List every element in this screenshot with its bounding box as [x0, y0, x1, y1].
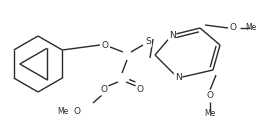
Text: Me: Me [245, 23, 256, 33]
Text: O: O [102, 41, 109, 50]
Text: O: O [206, 91, 213, 99]
Text: N: N [169, 30, 175, 39]
Text: S: S [145, 38, 151, 46]
Text: O: O [136, 86, 143, 95]
Text: O: O [229, 23, 236, 33]
Text: O: O [73, 107, 80, 116]
Text: Me: Me [204, 109, 216, 118]
Text: O: O [100, 86, 107, 95]
Text: N: N [175, 74, 181, 83]
Text: Me: Me [57, 107, 68, 116]
